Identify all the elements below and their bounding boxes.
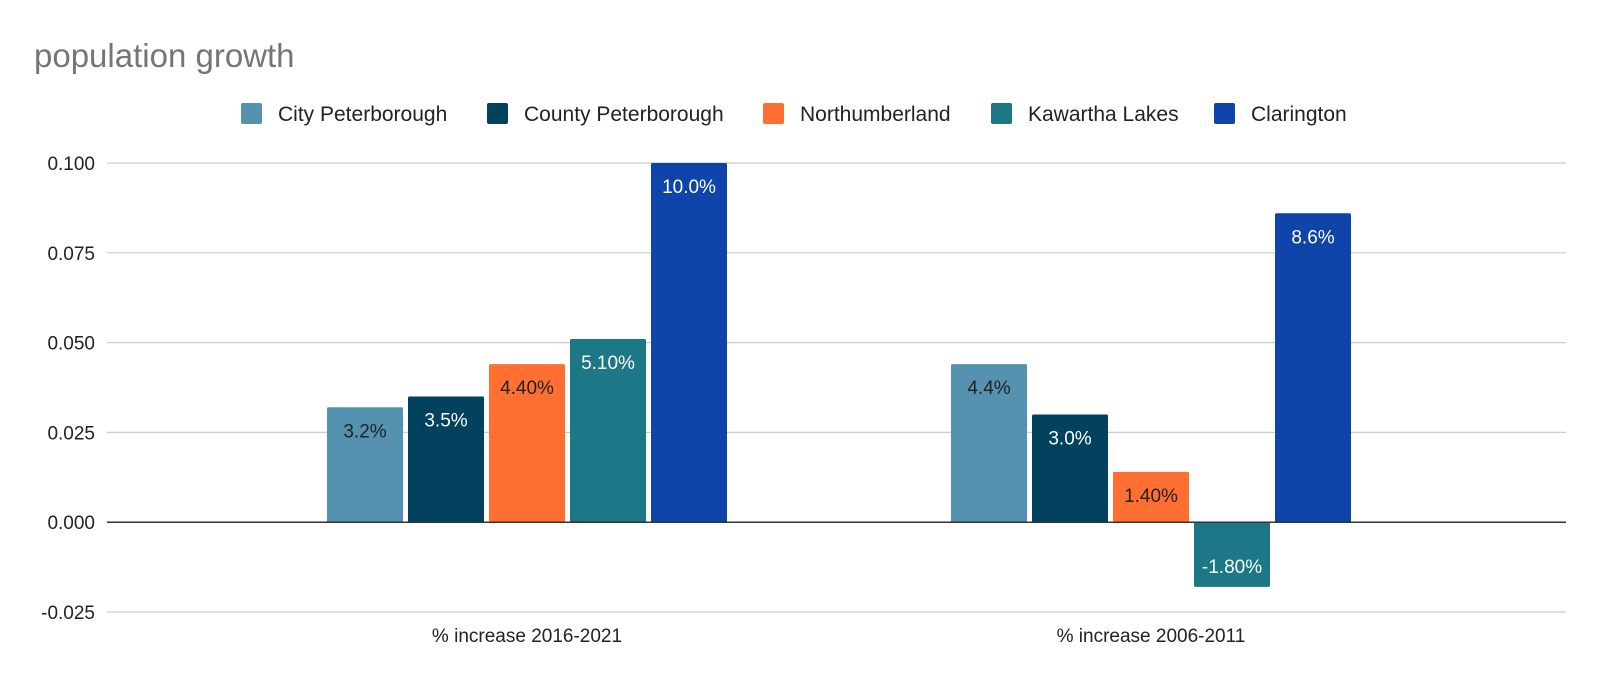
bar-kawartha-lakes bbox=[570, 339, 646, 523]
bar-group bbox=[327, 163, 1351, 587]
y-tick-label: 0.025 bbox=[47, 423, 95, 444]
data-label: -1.80% bbox=[1202, 557, 1262, 578]
x-tick-label: % increase 2016-2021 bbox=[432, 626, 622, 647]
data-label: 3.0% bbox=[1048, 428, 1091, 449]
y-tick-label: 0.000 bbox=[47, 513, 95, 534]
bar-clarington bbox=[651, 163, 727, 523]
y-tick-label: 0.075 bbox=[47, 244, 95, 265]
bar-northumberland bbox=[1113, 471, 1189, 523]
bar-city-peterborough bbox=[951, 364, 1027, 523]
bar-city-peterborough bbox=[327, 407, 403, 523]
legend-label: County Peterborough bbox=[524, 103, 724, 126]
data-label: 5.10% bbox=[581, 353, 635, 374]
chart-title: population growth bbox=[34, 37, 295, 74]
data-label: 1.40% bbox=[1124, 486, 1178, 507]
bar-county-peterborough bbox=[1032, 414, 1108, 523]
y-tick-label: 0.100 bbox=[47, 154, 95, 175]
legend-label: Kawartha Lakes bbox=[1028, 103, 1179, 126]
legend-swatch bbox=[763, 103, 784, 124]
data-label: 8.6% bbox=[1291, 227, 1334, 248]
data-label: 4.4% bbox=[967, 378, 1010, 399]
bar-northumberland bbox=[489, 364, 565, 523]
data-label: 10.0% bbox=[662, 177, 716, 198]
bar-kawartha-lakes bbox=[1194, 522, 1270, 587]
bar-county-peterborough bbox=[408, 396, 484, 523]
legend-label: Clarington bbox=[1251, 103, 1347, 126]
x-axis: % increase 2016-2021 % increase 2006-2011 bbox=[432, 626, 1245, 647]
legend-swatch bbox=[991, 103, 1012, 124]
x-tick-label: % increase 2006-2011 bbox=[1057, 626, 1246, 647]
y-tick-label: 0.050 bbox=[47, 334, 95, 355]
data-label: 4.40% bbox=[500, 378, 554, 399]
legend-swatch bbox=[487, 103, 508, 124]
legend-label: City Peterborough bbox=[278, 103, 447, 126]
bar-clarington bbox=[1275, 213, 1351, 523]
legend-swatch bbox=[1214, 103, 1235, 124]
legend-label: Northumberland bbox=[800, 103, 951, 126]
data-labels: 3.2% 4.4% 3.5% 3.0% 4.40% 1.40% 5.10% -1.80% 10.… bbox=[343, 177, 1334, 578]
data-label: 3.2% bbox=[343, 421, 386, 442]
legend-swatch bbox=[241, 103, 262, 124]
y-tick-label: -0.025 bbox=[41, 603, 95, 624]
y-axis: -0.025 0.000 0.025 0.050 0.075 0.100 bbox=[41, 154, 95, 624]
legend: City Peterborough County Peterborough Nort… bbox=[241, 103, 1347, 126]
data-label: 3.5% bbox=[424, 410, 467, 431]
